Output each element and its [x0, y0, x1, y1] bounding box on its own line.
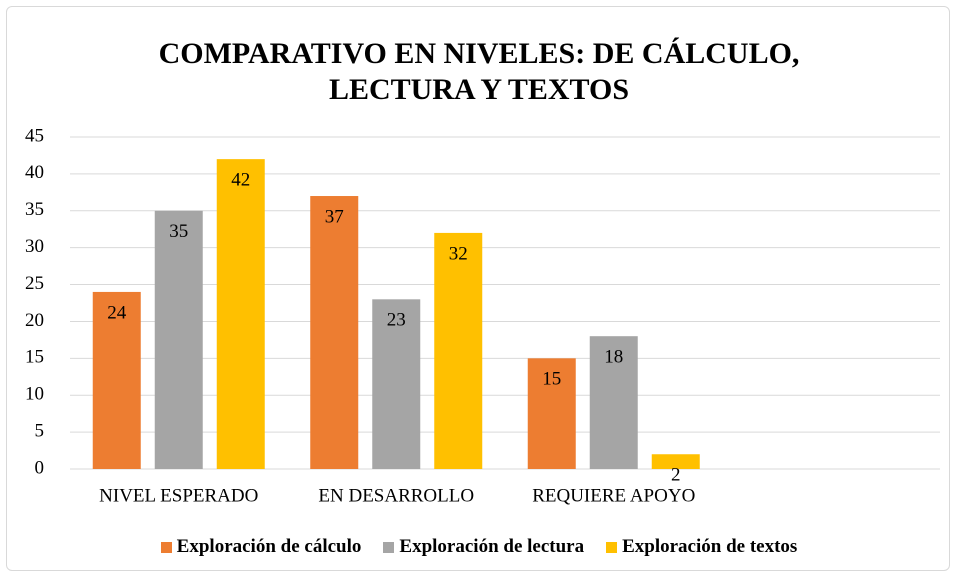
x-tick-label: EN DESARROLLO — [318, 485, 474, 506]
legend-swatch — [160, 541, 172, 553]
legend-swatch — [606, 541, 618, 553]
x-tick-label: NIVEL ESPERADO — [99, 485, 258, 506]
data-label: 32 — [449, 243, 468, 264]
bar — [434, 232, 483, 469]
bar — [216, 159, 265, 469]
bar — [527, 358, 576, 469]
x-tick-label: REQUIERE APOYO — [532, 485, 695, 506]
y-tick-label: 35 — [25, 199, 44, 220]
legend-label: Exploración de textos — [622, 536, 798, 557]
legend: Exploración de cálculo Exploración de lec… — [0, 536, 958, 558]
data-label: 42 — [231, 169, 250, 190]
y-tick-label: 10 — [25, 384, 44, 405]
bar — [310, 196, 359, 469]
y-tick-label: 0 — [35, 457, 45, 478]
y-tick-label: 40 — [25, 162, 44, 183]
data-label: 18 — [604, 347, 623, 368]
bar — [92, 291, 141, 469]
legend-item: Exploración de lectura — [383, 536, 584, 558]
y-tick-label: 15 — [25, 347, 44, 368]
legend-label: Exploración de lectura — [399, 536, 585, 557]
bar — [589, 336, 638, 469]
bar — [154, 210, 203, 469]
chart-title: COMPARATIVO EN NIVELES: DE CÁLCULO, LECT… — [158, 37, 800, 106]
data-label: 15 — [542, 369, 561, 390]
title-box: COMPARATIVO EN NIVELES: DE CÁLCULO, LECT… — [0, 36, 958, 108]
bar — [372, 299, 421, 469]
data-label: 35 — [169, 221, 188, 242]
data-label: 2 — [671, 465, 681, 486]
y-tick-label: 30 — [25, 236, 44, 257]
data-label: 37 — [325, 206, 344, 227]
y-tick-label: 20 — [25, 310, 44, 331]
data-label: 24 — [107, 302, 127, 323]
y-tick-label: 45 — [25, 125, 44, 146]
data-label: 23 — [387, 310, 406, 331]
bar — [651, 454, 700, 469]
y-tick-label: 5 — [35, 420, 45, 441]
legend-swatch — [383, 541, 395, 553]
chart-border — [6, 6, 950, 571]
y-tick-label: 25 — [25, 273, 44, 294]
legend-item: Exploración de textos — [606, 536, 797, 558]
legend-label: Exploración de cálculo — [176, 536, 362, 557]
legend-item: Exploración de cálculo — [160, 536, 362, 558]
